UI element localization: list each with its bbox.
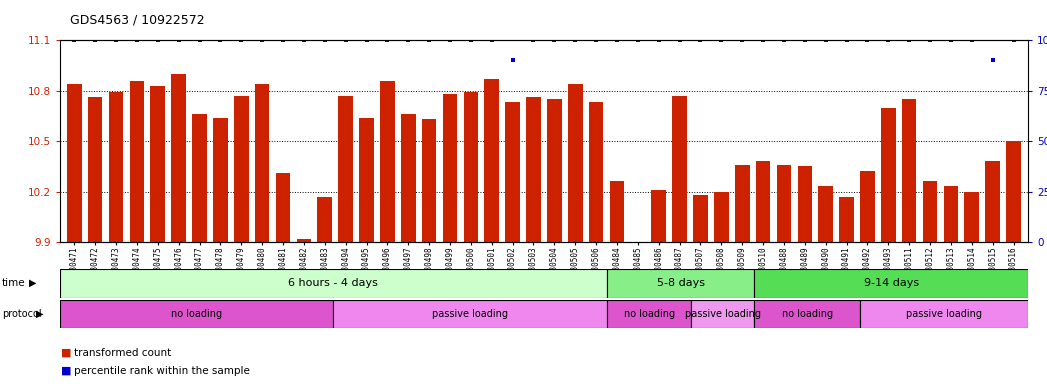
- Text: 6 hours - 4 days: 6 hours - 4 days: [288, 278, 378, 288]
- Bar: [60, 300, 333, 328]
- Bar: [317, 197, 332, 242]
- Bar: [422, 119, 437, 242]
- Bar: [672, 96, 687, 242]
- Bar: [443, 94, 458, 242]
- Text: ▶: ▶: [36, 309, 43, 319]
- Bar: [755, 269, 1028, 298]
- Bar: [630, 242, 645, 247]
- Bar: [714, 192, 729, 242]
- Bar: [275, 173, 290, 242]
- Bar: [861, 171, 874, 242]
- Bar: [359, 118, 374, 242]
- Bar: [233, 96, 248, 242]
- Text: GDS4563 / 10922572: GDS4563 / 10922572: [70, 13, 205, 26]
- Text: ■: ■: [61, 348, 71, 358]
- Bar: [88, 98, 103, 242]
- Bar: [901, 99, 916, 242]
- Text: percentile rank within the sample: percentile rank within the sample: [74, 366, 250, 376]
- Text: ■: ■: [61, 366, 71, 376]
- Bar: [485, 79, 499, 242]
- Text: 5-8 days: 5-8 days: [656, 278, 705, 288]
- Text: transformed count: transformed count: [74, 348, 172, 358]
- Bar: [609, 182, 624, 242]
- Text: no loading: no loading: [171, 309, 222, 319]
- Bar: [60, 269, 607, 298]
- Bar: [693, 195, 708, 242]
- Bar: [214, 118, 227, 242]
- Bar: [607, 269, 755, 298]
- Bar: [777, 165, 792, 242]
- Bar: [819, 187, 833, 242]
- Bar: [338, 96, 353, 242]
- Bar: [756, 161, 771, 242]
- Bar: [130, 81, 144, 242]
- Bar: [755, 300, 860, 328]
- Bar: [860, 300, 1028, 328]
- Bar: [691, 300, 755, 328]
- Bar: [464, 93, 478, 242]
- Bar: [401, 114, 416, 242]
- Bar: [296, 238, 311, 242]
- Bar: [380, 81, 395, 242]
- Bar: [67, 84, 82, 242]
- Bar: [193, 114, 207, 242]
- Bar: [254, 84, 269, 242]
- Bar: [567, 84, 582, 242]
- Bar: [985, 161, 1000, 242]
- Bar: [881, 108, 895, 242]
- Text: passive loading: passive loading: [685, 309, 761, 319]
- Bar: [547, 99, 561, 242]
- Bar: [922, 182, 937, 242]
- Bar: [651, 190, 666, 242]
- Bar: [506, 103, 520, 242]
- Bar: [527, 98, 541, 242]
- Text: no loading: no loading: [624, 309, 674, 319]
- Bar: [333, 300, 607, 328]
- Bar: [798, 166, 812, 242]
- Text: protocol: protocol: [2, 309, 42, 319]
- Bar: [943, 187, 958, 242]
- Bar: [588, 103, 603, 242]
- Text: time: time: [2, 278, 26, 288]
- Text: no loading: no loading: [781, 309, 832, 319]
- Text: passive loading: passive loading: [906, 309, 982, 319]
- Bar: [840, 197, 854, 242]
- Bar: [964, 192, 979, 242]
- Text: ▶: ▶: [29, 278, 37, 288]
- Text: 9-14 days: 9-14 days: [864, 278, 919, 288]
- Bar: [607, 300, 691, 328]
- Text: passive loading: passive loading: [432, 309, 508, 319]
- Bar: [151, 86, 165, 242]
- Bar: [172, 74, 186, 242]
- Bar: [735, 165, 750, 242]
- Bar: [109, 93, 124, 242]
- Bar: [1006, 141, 1021, 242]
